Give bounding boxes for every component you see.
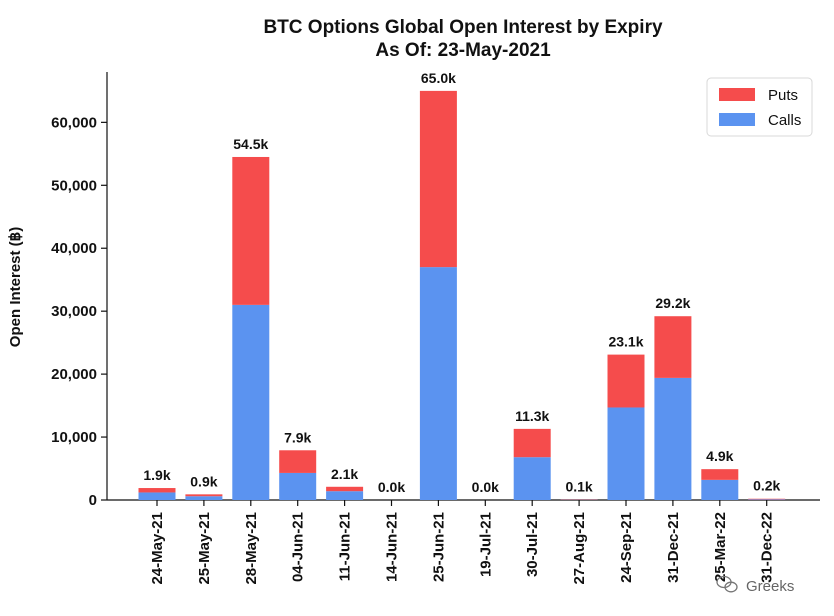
bar-total-label: 0.9k [190,473,217,489]
x-tick-label: 11-Jun-21 [337,512,354,581]
legend-label-calls: Calls [768,112,801,129]
y-axis-label: Open Interest (฿) [7,227,24,347]
x-tick-label: 24-Sep-21 [618,512,635,583]
x-tick-label: 25-May-21 [196,512,213,585]
y-tick-label: 60,000 [51,114,97,131]
bar-total-label: 23.1k [608,334,643,350]
bar-puts [748,498,786,500]
bar-puts [701,469,739,480]
x-tick-label: 25-Jun-21 [430,512,447,582]
bar-calls [513,457,551,500]
x-tick-label: 27-Aug-21 [571,512,588,585]
bar-total-label: 0.1k [565,478,592,494]
x-tick-label: 31-Dec-21 [665,512,682,583]
bar-total-label: 65.0k [421,70,456,86]
chart-subtitle: As Of: 23-May-2021 [375,40,551,61]
bar-calls [748,499,786,500]
bar-puts [232,156,270,305]
bar-total-label: 4.9k [706,448,733,464]
bar-calls [185,496,223,500]
bar-total-label: 1.9k [143,467,170,483]
chart-title: BTC Options Global Open Interest by Expi… [263,17,662,38]
y-tick-label: 20,000 [51,366,97,383]
bar-puts [279,450,317,473]
bar-total-label: 11.3k [515,408,549,424]
bar-puts [419,90,457,268]
x-tick-label: 30-Jul-21 [524,512,541,577]
bar-calls [326,491,364,500]
bar-calls [232,304,270,500]
x-axis-ticks: 24-May-21 25-May-21 28-May-21 04-Jun-21 11-J… [149,500,776,585]
x-tick-label: 28-May-21 [243,512,260,585]
legend-swatch-puts [719,88,755,101]
bar-total-label: 54.5k [233,136,268,152]
bar-total-label: 0.0k [472,479,499,495]
bar-calls [419,267,457,500]
bar-calls [279,472,317,500]
bar-total-label: 0.2k [753,478,780,494]
x-tick-label: 14-Jun-21 [384,512,401,582]
y-tick-label: 30,000 [51,303,97,320]
bar-calls [607,407,645,500]
watermark: Greeks [716,575,794,595]
x-tick-label: 24-May-21 [149,512,166,585]
y-tick-label: 0 [89,492,97,509]
bar-total-label: 0.0k [378,479,405,495]
y-tick-label: 40,000 [51,240,97,257]
bar-puts [185,494,223,497]
legend: Puts Calls [706,77,813,137]
legend-label-puts: Puts [768,87,798,104]
bar-puts [138,488,176,493]
bar-calls [701,479,739,500]
legend-swatch-calls [719,113,755,126]
bars: 1.9k 0.9k 54.5k 7.9k 2.1k 0.0k 65.0k 0.0k 11.3k 0… [138,70,786,500]
wechat-icon [716,575,738,593]
bar-puts [513,428,551,458]
bar-calls [654,377,692,500]
bar-total-label: 2.1k [331,466,358,482]
bar-puts [607,354,645,408]
bar-total-label: 7.9k [284,429,311,445]
bar-puts [326,486,364,492]
bar-calls [138,492,176,500]
bar-puts [654,316,692,378]
x-tick-label: 31-Dec-22 [759,512,776,583]
y-tick-label: 50,000 [51,177,97,194]
bar-total-label: 29.2k [655,295,690,311]
y-tick-label: 10,000 [51,429,97,446]
y-axis-ticks: 0 10,000 20,000 30,000 40,000 50,000 60,000 [51,114,107,509]
watermark-text: Greeks [746,578,794,595]
x-tick-label: 04-Jun-21 [290,512,307,582]
x-tick-label: 25-Mar-22 [712,512,729,582]
x-tick-label: 19-Jul-21 [477,512,494,577]
